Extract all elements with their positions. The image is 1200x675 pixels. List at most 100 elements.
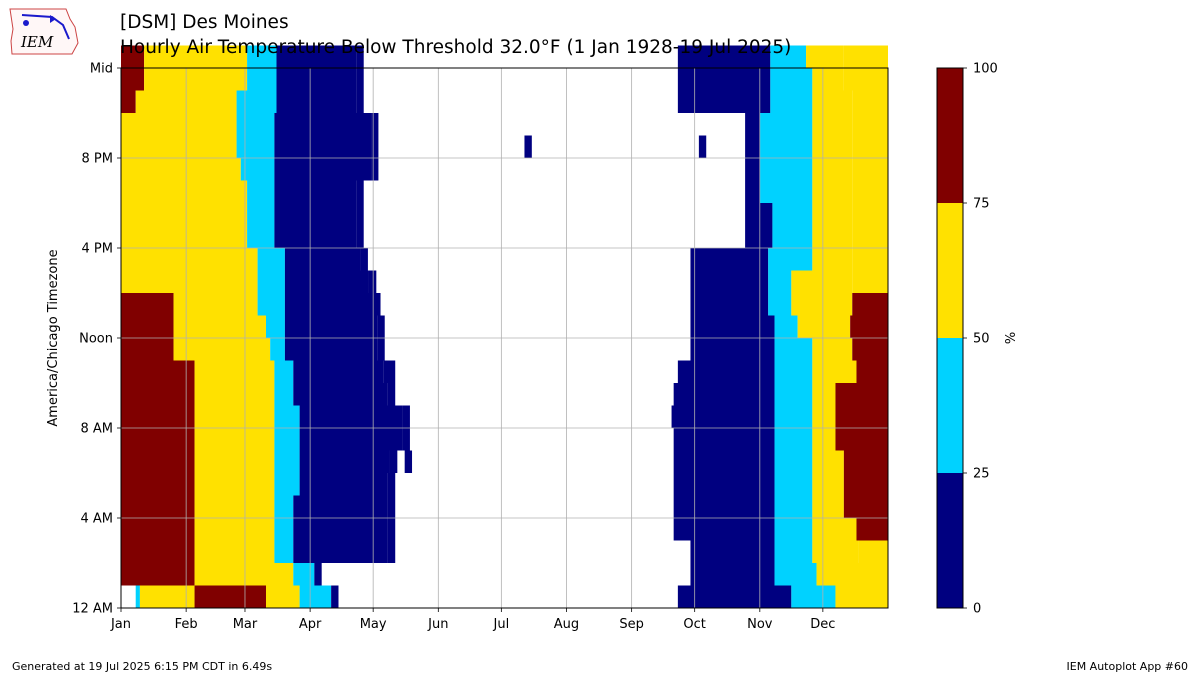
heatmap-cell (843, 473, 888, 496)
heatmap-cell (121, 315, 174, 338)
heatmap-cell (389, 450, 398, 473)
heatmap-cell (852, 158, 888, 181)
heatmap-cell (247, 225, 275, 248)
heatmap-cell (299, 473, 388, 496)
heatmap-cell (274, 540, 294, 563)
heatmap-cell (673, 383, 775, 406)
heatmap-cell (387, 518, 396, 541)
colorbar-swatch (937, 203, 963, 338)
heatmap-cell (677, 360, 775, 383)
heatmap-cell (690, 315, 775, 338)
heatmap-cell (247, 203, 275, 226)
heatmap-cell (274, 518, 294, 541)
heatmap-cell (774, 338, 813, 361)
heatmap-cell (274, 180, 357, 203)
heatmap-cell (274, 405, 300, 428)
heatmap-cell (856, 518, 888, 541)
heatmap-cell (257, 293, 285, 316)
heatmap-cell (121, 518, 195, 541)
heatmap-cell (843, 450, 888, 473)
colorbar-swatch (937, 473, 963, 608)
heatmap-cell (121, 113, 237, 136)
heatmap-cell (121, 338, 174, 361)
heatmap-cell (770, 45, 807, 68)
heatmap-cell (835, 428, 888, 451)
heatmap-cell (314, 563, 322, 586)
heatmap-cell (812, 248, 853, 271)
heatmap-cell (852, 293, 888, 316)
heatmap-cell (194, 563, 266, 586)
heatmap-cell (121, 360, 195, 383)
heatmap-cell (690, 540, 775, 563)
heatmap-cell (270, 338, 285, 361)
heatmap-cell (274, 135, 372, 158)
heatmap-cell (402, 428, 410, 451)
heatmap-cell (293, 540, 388, 563)
heatmap-cell (745, 158, 760, 181)
heatmap-cell (356, 225, 364, 248)
heatmap-cell (812, 68, 844, 91)
heatmap-cell (173, 315, 266, 338)
heatmap-cell (812, 180, 853, 203)
heatmap-cell (759, 180, 813, 203)
heatmap-cell (194, 360, 275, 383)
heatmap-cell (121, 45, 145, 68)
y-axis-label: America/Chicago Timezone (46, 249, 61, 426)
heatmap-cell (276, 68, 357, 91)
x-tick-label: Jul (493, 617, 510, 632)
heatmap-cell (858, 540, 888, 563)
generated-timestamp: Generated at 19 Jul 2025 6:15 PM CDT in … (12, 660, 273, 673)
x-tick-label: Jun (427, 617, 448, 632)
heatmap-cell (774, 540, 813, 563)
heatmap-cell (677, 45, 771, 68)
heatmap-cell (276, 45, 357, 68)
heatmap-cell (774, 360, 813, 383)
x-tick-label: Oct (683, 617, 705, 632)
heatmap-cell (759, 158, 813, 181)
heatmap-cell (371, 113, 379, 136)
heatmap-cell (774, 428, 813, 451)
heatmap-cell (274, 158, 372, 181)
heatmap-cell (772, 225, 813, 248)
heatmap-cell (194, 518, 275, 541)
heatmap-cell (274, 360, 294, 383)
y-tick-label: 8 PM (82, 152, 113, 167)
colorbar-tick-label: 25 (973, 467, 990, 482)
heatmap-cell (791, 293, 853, 316)
heatmap-cell (293, 563, 315, 586)
heatmap-cell (843, 495, 888, 518)
heatmap-cell (387, 495, 396, 518)
heatmap-cell (121, 495, 195, 518)
heatmap-cell (121, 540, 195, 563)
heatmap-cell (774, 563, 817, 586)
heatmap-cell (774, 383, 813, 406)
heatmap-cell (274, 428, 300, 451)
heatmap-cell (745, 113, 760, 136)
heatmap-cell (121, 270, 258, 293)
x-axis: Jan Feb Mar Apr May Jun Jul Aug Sep Oct Nov Dec (110, 608, 835, 632)
heatmap-cell (852, 113, 888, 136)
heatmap-cell (812, 158, 853, 181)
heatmap-cell (121, 248, 258, 271)
chart-subtitle: Hourly Air Temperature Below Threshold 3… (120, 37, 792, 58)
colorbar-swatch (937, 68, 963, 203)
heatmap-cell (402, 405, 410, 428)
heatmap-cell (356, 90, 364, 113)
heatmap-cell (690, 270, 769, 293)
heatmap-cell (852, 248, 888, 271)
heatmap-cell (774, 473, 813, 496)
y-tick-label: 12 AM (72, 602, 113, 617)
heatmap-cell (121, 563, 195, 586)
heatmap-cell (812, 203, 853, 226)
heatmap-cell (852, 270, 888, 293)
heatmap-cell (299, 450, 390, 473)
y-tick-label: 4 PM (82, 242, 113, 257)
heatmap-cell (356, 180, 364, 203)
heatmap-cell (812, 135, 853, 158)
heatmap-cell (194, 428, 275, 451)
x-tick-label: Sep (619, 617, 644, 632)
heatmap-cell (812, 90, 853, 113)
heatmap-cell (293, 383, 388, 406)
heatmap-cell (791, 270, 853, 293)
heatmap-cell (293, 495, 388, 518)
